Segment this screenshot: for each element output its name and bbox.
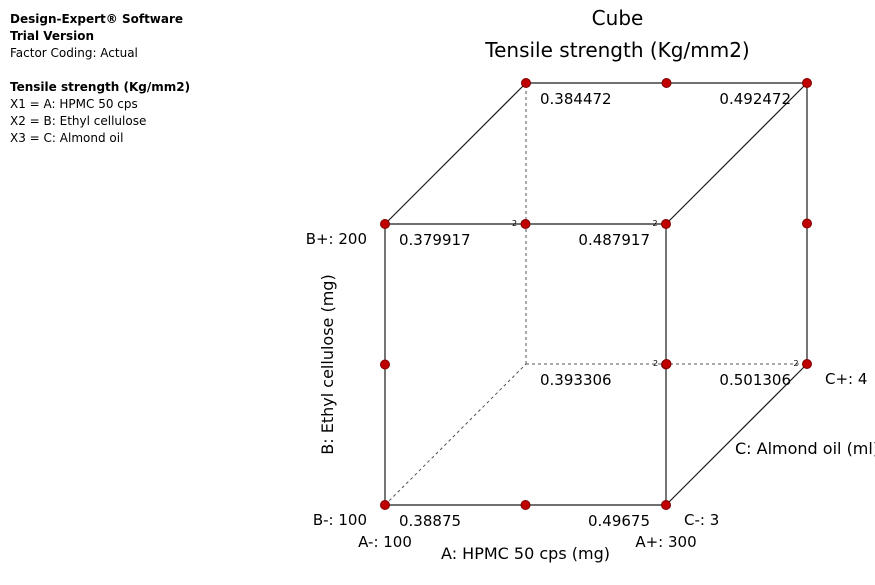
design-point (380, 359, 390, 370)
cube-edge (384, 82, 527, 225)
replicate-marker: 2 (793, 359, 798, 368)
a-high-label: A+: 300 (635, 533, 696, 551)
info-panel: Design-Expert® Software Trial Version Fa… (10, 11, 190, 147)
design-point (380, 219, 390, 229)
replicate-marker: 2 (653, 359, 658, 368)
cube-hidden-edge (384, 363, 527, 506)
b-axis-title: B: Ethyl cellulose (mg) (318, 274, 337, 454)
cube-edge (665, 82, 808, 225)
c-high-label: C+: 4 (825, 370, 867, 388)
design-point (661, 500, 671, 510)
design-point (802, 78, 812, 88)
factor-x1: X1 = A: HPMC 50 cps (10, 97, 138, 111)
replicate-marker: 2 (512, 219, 517, 228)
a-low-label: A-: 100 (358, 533, 412, 551)
corner-value-label: 0.49675 (588, 512, 650, 530)
corner-value-label: 0.38875 (399, 512, 461, 530)
factor-x3: X3 = C: Almond oil (10, 131, 124, 145)
b-high-label: B+: 200 (306, 230, 367, 248)
design-point (380, 500, 390, 510)
c-axis-title: C: Almond oil (ml) (735, 439, 875, 458)
design-point (661, 359, 672, 369)
software-name: Design-Expert® Software (10, 12, 184, 26)
corner-value-label: 0.492472 (719, 90, 791, 108)
replicate-marker: 2 (652, 219, 657, 228)
c-low-label: C-: 3 (684, 511, 719, 529)
corner-value-label: 0.384472 (540, 90, 612, 108)
a-axis-title: A: HPMC 50 cps (mg) (441, 544, 610, 563)
design-point (802, 218, 812, 229)
factor-coding: Factor Coding: Actual (10, 46, 138, 60)
corner-value-label: 0.487917 (578, 231, 650, 249)
chart-title: Cube (591, 6, 644, 30)
cube-edge (665, 363, 808, 506)
response-name: Tensile strength (Kg/mm2) (10, 80, 191, 94)
design-point (661, 78, 672, 88)
corner-value-label: 0.379917 (399, 231, 471, 249)
design-point (520, 219, 531, 229)
design-point (661, 219, 671, 229)
version-label: Trial Version (10, 29, 95, 43)
design-point (520, 500, 531, 510)
design-point (802, 359, 812, 369)
corner-value-label: 0.501306 (719, 371, 791, 389)
b-low-label: B-: 100 (313, 511, 367, 529)
chart-subtitle: Tensile strength (Kg/mm2) (485, 38, 750, 62)
design-point (521, 78, 531, 88)
corner-value-label: 0.393306 (540, 371, 612, 389)
factor-x2: X2 = B: Ethyl cellulose (10, 114, 147, 128)
